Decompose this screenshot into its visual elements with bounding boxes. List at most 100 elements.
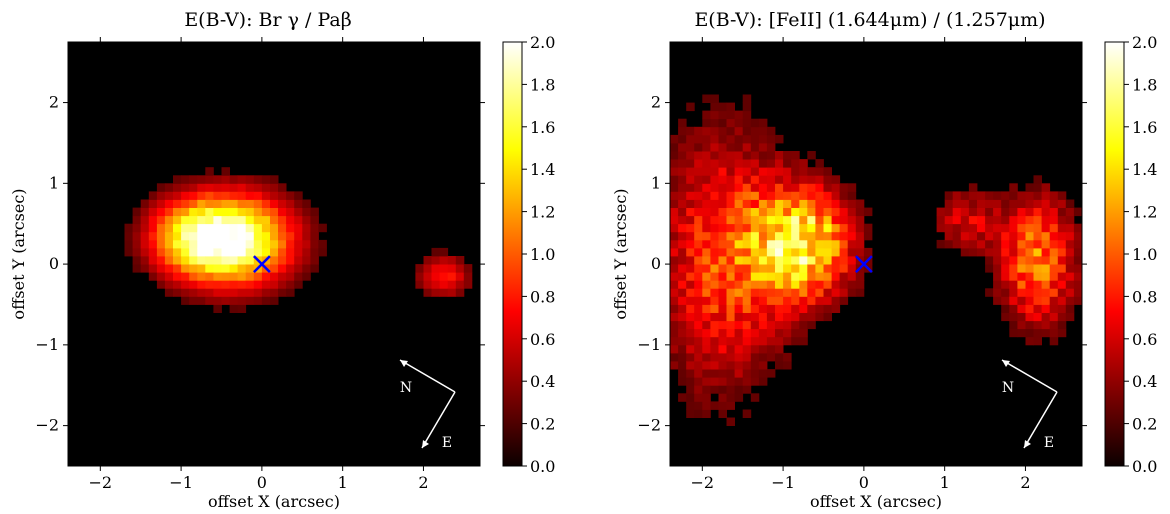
heatmap-cell (783, 223, 792, 233)
heatmap-cell (718, 352, 727, 362)
heatmap-cell (1033, 288, 1042, 297)
heatmap-cell (750, 215, 760, 225)
heatmap-cell (245, 256, 255, 265)
heatmap-cell (181, 175, 190, 184)
heatmap-cell (694, 361, 703, 370)
heatmap-cell (455, 288, 465, 297)
heatmap-cell (734, 393, 744, 402)
heatmap-cell (718, 191, 727, 200)
heatmap-cell (734, 207, 744, 217)
heatmap-cell (237, 191, 247, 200)
heatmap-cell (968, 239, 978, 249)
heatmap-cell (831, 288, 841, 297)
heatmap-cell (718, 207, 727, 217)
heatmap-cell (742, 94, 752, 103)
heatmap-cell (726, 393, 735, 402)
heatmap-cell (237, 199, 247, 208)
heatmap-cell (799, 296, 808, 305)
heatmap-cell (678, 328, 687, 338)
heatmap-cell (1001, 247, 1010, 257)
heatmap-cell (936, 215, 946, 225)
heatmap-cell (807, 239, 816, 249)
heatmap-cell (742, 320, 752, 330)
heatmap-cell (726, 159, 735, 168)
heatmap-cell (694, 280, 703, 289)
heatmap-cell (791, 304, 800, 313)
heatmap-cell (1057, 280, 1067, 289)
heatmap-cell (993, 207, 1002, 217)
heatmap-cell (702, 304, 711, 313)
heatmap-cell (302, 207, 311, 217)
heatmap-cell (213, 175, 222, 184)
heatmap-cell (815, 191, 824, 200)
heatmap-cell (694, 288, 703, 297)
heatmap-cell (815, 296, 824, 305)
heatmap-cell (670, 312, 679, 322)
heatmap-cell (799, 304, 808, 313)
heatmap-cell (678, 167, 687, 176)
panel-feii-ratio: E(B-V): [FeII] (1.644μm) / (1.257μm) N E… (611, 9, 1157, 511)
heatmap-cell (1041, 296, 1051, 305)
heatmap-cell (431, 264, 440, 273)
heatmap-cell (140, 231, 150, 241)
heatmap-cell (847, 239, 857, 249)
heatmap-cell (229, 272, 239, 281)
heatmap-cell (245, 215, 255, 225)
heatmap-cell (1041, 328, 1051, 338)
heatmap-cell (855, 215, 865, 225)
colorbar-tick-label: 1.8 (1132, 75, 1157, 94)
heatmap-cell (189, 191, 198, 200)
heatmap-cell (742, 256, 752, 265)
heatmap-cell (310, 239, 319, 249)
heatmap-cell (726, 102, 735, 112)
heatmap-cell (132, 239, 142, 249)
heatmap-cell (686, 288, 695, 297)
heatmap-cell (694, 393, 703, 402)
heatmap-cell (977, 231, 986, 241)
heatmap-cell (710, 320, 719, 330)
heatmap-cell (783, 159, 792, 168)
heatmap-cell (815, 280, 824, 289)
heatmap-cell (702, 401, 711, 410)
heatmap-cell (960, 215, 970, 225)
heatmap-cell (124, 231, 133, 241)
heatmap-cell (985, 288, 994, 297)
heatmap-cell (310, 256, 319, 265)
heatmap-cell (678, 296, 687, 305)
heatmap-cell (742, 118, 752, 128)
heatmap-cell (831, 272, 841, 281)
east-arrowhead (422, 440, 429, 448)
heatmap-cell (678, 320, 687, 330)
heatmap-cell (815, 272, 824, 281)
heatmap-cell (766, 344, 776, 354)
heatmap-cell (261, 280, 271, 289)
heatmap-cell (742, 344, 752, 354)
heatmap-cell (750, 191, 760, 200)
heatmap-cell (686, 328, 695, 338)
heatmap-cell (140, 247, 150, 257)
heatmap-cell (1041, 312, 1051, 322)
heatmap-cell (1073, 247, 1083, 257)
heatmap-cell (775, 239, 784, 249)
heatmap-cell (221, 175, 230, 184)
heatmap-cell (670, 239, 679, 249)
colorbar-tick-label: 0.0 (1132, 457, 1157, 476)
heatmap-cell (278, 223, 287, 233)
heatmap-cell (678, 207, 687, 217)
heatmap-cell (734, 159, 744, 168)
heatmap-cell (702, 167, 711, 176)
heatmap-cell (775, 159, 784, 168)
heatmap-cell (750, 134, 760, 144)
heatmap-cell (742, 239, 752, 249)
heatmap-cell (164, 256, 174, 265)
heatmap-cell (1057, 288, 1067, 297)
heatmap-cell (758, 352, 768, 362)
heatmap-cell (775, 336, 784, 346)
heatmap-cell (750, 393, 760, 402)
heatmap-cell (855, 288, 865, 297)
heatmap-cell (1065, 304, 1075, 313)
heatmap-cell (710, 280, 719, 289)
colorbar-tick-label: 2.0 (1132, 33, 1157, 52)
heatmap-cell (678, 143, 687, 152)
heatmap-cell (694, 223, 703, 233)
